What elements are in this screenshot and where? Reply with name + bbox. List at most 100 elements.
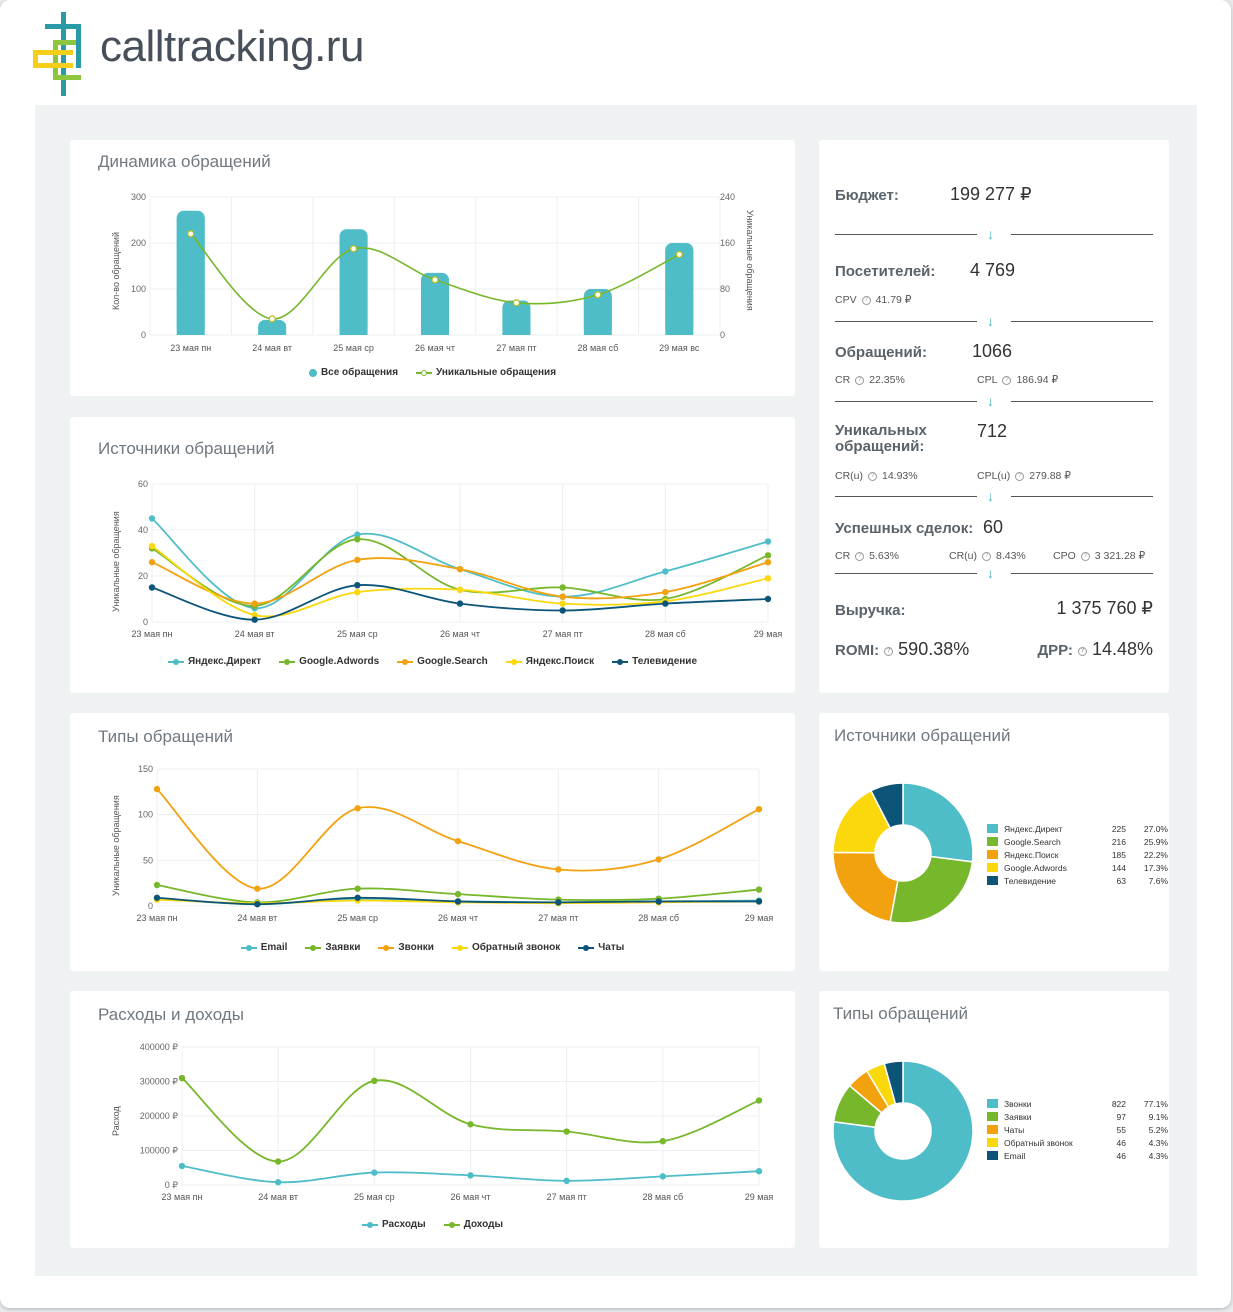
legend-count: 185 [1111, 849, 1126, 860]
help-icon[interactable]: ? [855, 375, 865, 385]
legend-swatch [987, 876, 998, 885]
x-tick-label: 23 мая пн [137, 913, 178, 923]
legend-name: Обратный звонок [1004, 1137, 1073, 1148]
legend-item[interactable]: Чаты [578, 942, 624, 953]
legend-label: Google.Search [417, 656, 488, 667]
data-point [354, 556, 361, 564]
data-point [655, 898, 662, 905]
legend-item[interactable]: Доходы [443, 1219, 503, 1230]
help-icon[interactable]: ? [1015, 471, 1025, 481]
drr-label: ДРР: [1037, 642, 1073, 659]
pie-legend-row[interactable]: Google.Search 216 25.9% [987, 835, 1168, 848]
data-point [371, 1077, 378, 1085]
data-point [251, 611, 258, 619]
y-tick-label: 150 [138, 764, 153, 774]
legend-name: Email [1004, 1150, 1026, 1161]
pie-legend-row[interactable]: Email 46 4.3% [987, 1149, 1168, 1162]
data-point [148, 584, 156, 591]
data-point [148, 515, 156, 522]
pie-legend-row[interactable]: Google.Adwords 144 17.3% [987, 861, 1168, 874]
help-icon[interactable]: ? [1077, 646, 1087, 656]
legend-item[interactable]: Расходы [361, 1219, 426, 1230]
pie-types-chart [832, 1060, 974, 1202]
legend-swatch [987, 1138, 998, 1147]
legend-item[interactable]: Google.Adwords [279, 656, 379, 667]
legend-unique-requests[interactable]: Уникальные обращения [416, 367, 556, 378]
x-tick-label: 27 мая пт [547, 1192, 587, 1202]
legend-swatch [167, 658, 184, 665]
types-title: Типы обращений [98, 727, 234, 746]
pie-legend-row[interactable]: Яндекс.Поиск 185 22.2% [987, 848, 1168, 861]
pie-legend-row[interactable]: Обратный звонок 46 4.3% [987, 1136, 1168, 1149]
legend-percent: 25.9% [1143, 836, 1168, 847]
brand-name[interactable]: calltracking.ru [100, 22, 364, 71]
data-point [563, 1177, 570, 1185]
x-tick-label: 23 мая пн [170, 343, 211, 353]
finance-card: Расходы и доходы 400000 ₽ 300000 ₽ 200000 … [70, 991, 795, 1248]
legend-item[interactable]: Телевидение [612, 656, 697, 667]
pie-legend-row[interactable]: Звонки 822 77.1% [987, 1097, 1168, 1110]
x-tick-label: 26 мая чт [451, 1192, 491, 1202]
cr-label: CR [835, 374, 851, 386]
data-point [467, 1172, 474, 1179]
pie-legend-row[interactable]: Заявки 97 9.1% [987, 1110, 1168, 1123]
pie-slice [832, 1060, 974, 1202]
data-point [594, 291, 602, 299]
pie-slice [902, 782, 974, 863]
cr-metric: CR? 22.35% [835, 374, 905, 386]
legend-name: Яндекс.Поиск [1004, 849, 1059, 860]
data-point [662, 600, 669, 607]
legend-item[interactable]: Яндекс.Директ [167, 656, 261, 667]
legend-count: 55 [1116, 1124, 1126, 1135]
data-point [454, 898, 462, 905]
help-icon[interactable]: ? [1002, 375, 1012, 385]
y-tick-label: 40 [138, 525, 148, 535]
legend-item[interactable]: Email [240, 942, 287, 953]
legend-swatch [505, 658, 522, 665]
legend-count: 822 [1111, 1098, 1126, 1109]
legend-name: Звонки [1004, 1098, 1032, 1109]
data-point [354, 805, 361, 812]
help-icon[interactable]: ? [1080, 551, 1090, 561]
help-icon[interactable]: ? [855, 551, 865, 561]
cpl-value: 186.94 ₽ [1016, 374, 1059, 386]
help-icon[interactable]: ? [982, 551, 991, 561]
legend-item[interactable]: Яндекс.Поиск [505, 656, 594, 667]
data-point [454, 837, 462, 845]
finance-title: Расходы и доходы [98, 1005, 244, 1024]
y-axis-label: Уникальные обращения [111, 511, 121, 612]
pie-types-card: Типы обращений Звонки 822 77.1% Заявки 97 9.1… [819, 991, 1169, 1248]
pie-legend-row[interactable]: Телевидение 63 7.6% [987, 874, 1168, 887]
legend-swatch [279, 658, 296, 665]
legend-item[interactable]: Обратный звонок [451, 942, 560, 953]
dynamics-title: Динамика обращений [98, 152, 271, 171]
bar-base [258, 326, 287, 335]
revenue-label: Выручка: [835, 602, 906, 619]
deals-cr-label: CR [835, 550, 851, 562]
deals-cru-value: 8.43% [996, 550, 1026, 562]
data-point [254, 900, 261, 908]
legend-item[interactable]: Звонки [378, 942, 434, 953]
romi-value: 590.38% [898, 639, 970, 659]
legend-all-requests[interactable]: Все обращения [308, 367, 398, 378]
legend-item[interactable]: Google.Search [397, 656, 488, 667]
legend-item[interactable]: Заявки [305, 942, 360, 953]
help-icon[interactable]: ? [861, 295, 871, 305]
data-point [274, 1179, 282, 1186]
unique-label: Уникальных обращений: [835, 423, 927, 455]
deals-label: Успешных сделок: [835, 520, 974, 537]
x-tick-label: 23 мая пн [132, 629, 173, 639]
data-point [755, 805, 763, 813]
pie-legend-row[interactable]: Чаты 55 5.2% [987, 1123, 1168, 1136]
legend-unique-requests-label: Уникальные обращения [436, 367, 557, 378]
data-point [764, 538, 772, 545]
legend-swatch [240, 944, 257, 951]
pie-legend-row[interactable]: Яндекс.Директ 225 27.0% [987, 822, 1168, 835]
x-tick-label: 29 мая вс [659, 343, 700, 353]
help-icon[interactable]: ? [868, 471, 877, 481]
data-point [662, 568, 669, 575]
cru-label: CR(u) [835, 470, 863, 482]
help-icon[interactable]: ? [884, 646, 894, 656]
data-point [431, 276, 439, 284]
y-tick-label: 300000 ₽ [140, 1077, 179, 1087]
